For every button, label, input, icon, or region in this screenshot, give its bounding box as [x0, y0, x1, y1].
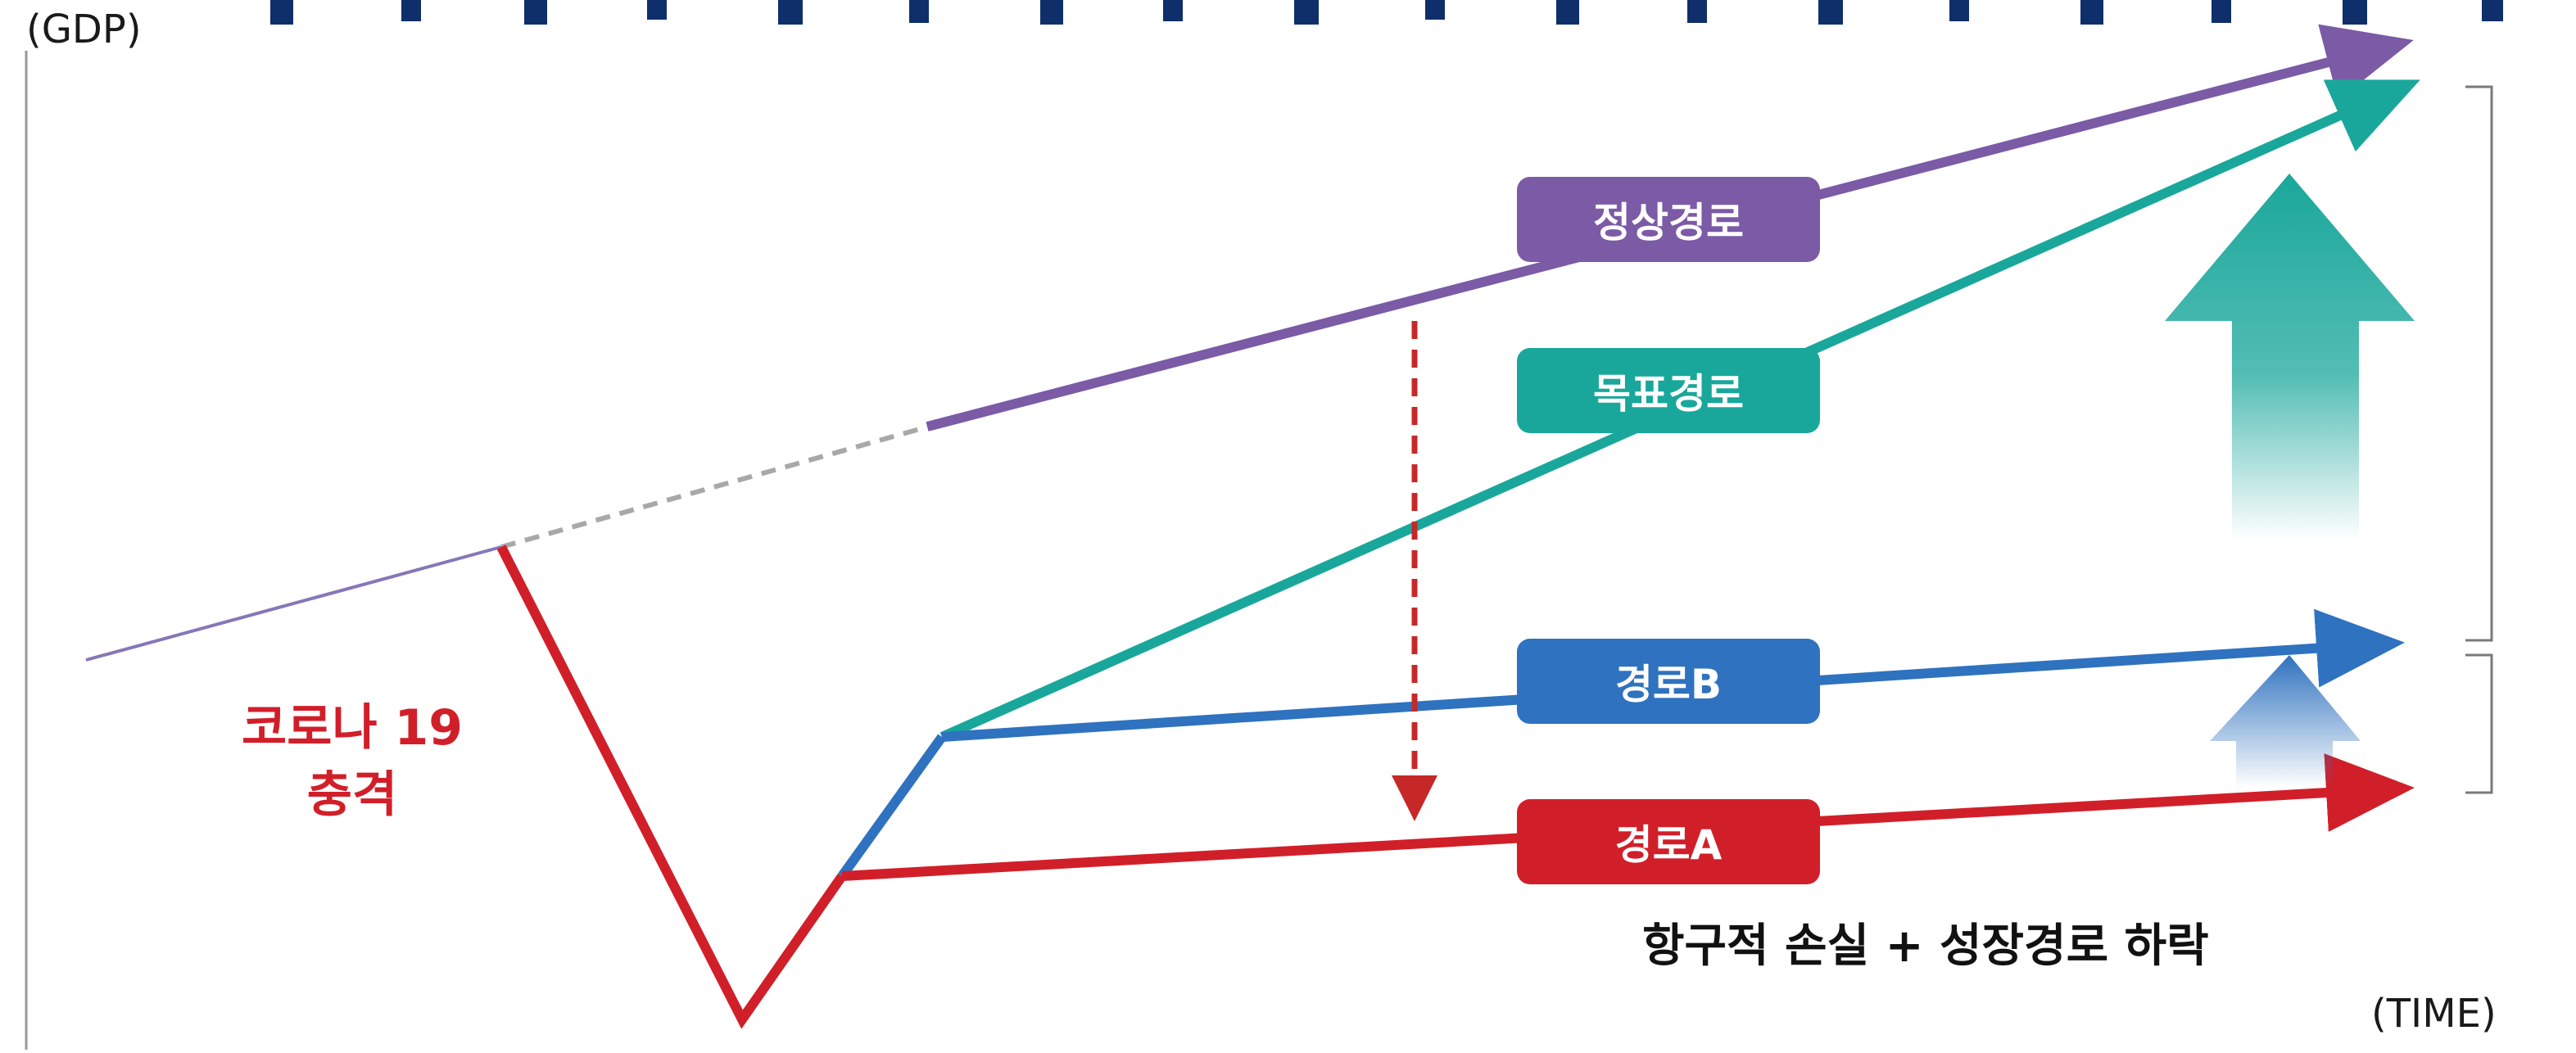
covid-shock-drop-line — [496, 545, 846, 1029]
normal-path-label: 정상경로 — [1517, 177, 1820, 262]
permanent-loss-note: 항구적 손실 + 성장경로 하락 — [1642, 920, 2209, 973]
path-b-label: 경로B — [1517, 639, 1820, 724]
blue-recovery-segment — [838, 734, 946, 879]
y-axis-label: (GDP) — [26, 7, 142, 52]
target-path-label: 목표경로 — [1517, 348, 1820, 433]
path-a-label: 경로A — [1517, 799, 1820, 884]
upper-bracket — [2465, 85, 2493, 642]
dashed-trend-line — [500, 425, 926, 549]
path-b-up-arrow — [2210, 655, 2361, 788]
lower-bracket — [2465, 653, 2493, 794]
pre-shock-trend-line — [85, 545, 502, 662]
target-up-arrow — [2165, 174, 2415, 540]
covid-shock-label: 코로나 19 충격 — [205, 694, 500, 829]
x-axis-label: (TIME) — [2371, 991, 2497, 1037]
covid-shock-line1: 코로나 19 — [242, 699, 463, 757]
covid-shock-line2: 충격 — [306, 766, 398, 824]
cut-off-title-glyphs — [270, 0, 2503, 25]
